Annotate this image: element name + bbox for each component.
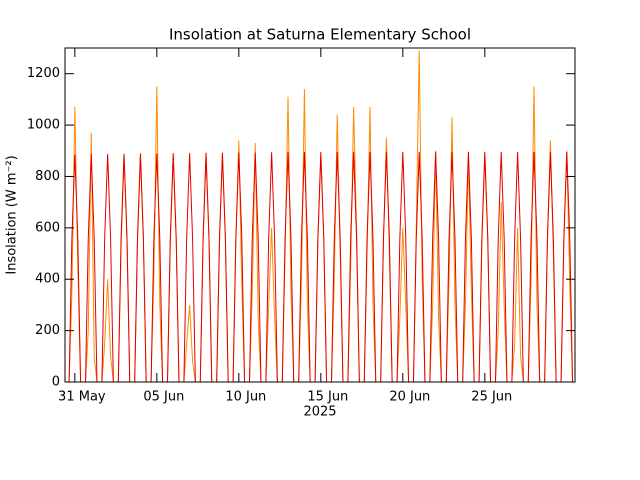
x-tick-label: 31 May [58, 390, 106, 405]
y-tick-label: 400 [35, 272, 60, 287]
chart-title: Insolation at Saturna Elementary School [169, 26, 471, 44]
x-tick-label: 10 Jun [225, 390, 266, 405]
data-line [68, 151, 574, 382]
y-tick-label: 200 [35, 323, 60, 338]
y-axis-label: Insolation (W m⁻²) [5, 155, 20, 274]
x-tick-label: 15 Jun [307, 390, 348, 405]
y-tick-label: 800 [35, 169, 60, 184]
y-tick-label: 1200 [27, 66, 60, 81]
data-line [68, 50, 574, 382]
x-tick-label: 05 Jun [143, 390, 184, 405]
y-tick-label: 1000 [27, 118, 60, 133]
x-axis-label: 2025 [303, 405, 336, 420]
plot-frame [64, 47, 576, 383]
x-tick-label: 20 Jun [389, 390, 430, 405]
y-tick-label: 600 [35, 220, 60, 235]
x-tick-label: 25 Jun [471, 390, 512, 405]
y-tick-label: 0 [52, 375, 60, 390]
